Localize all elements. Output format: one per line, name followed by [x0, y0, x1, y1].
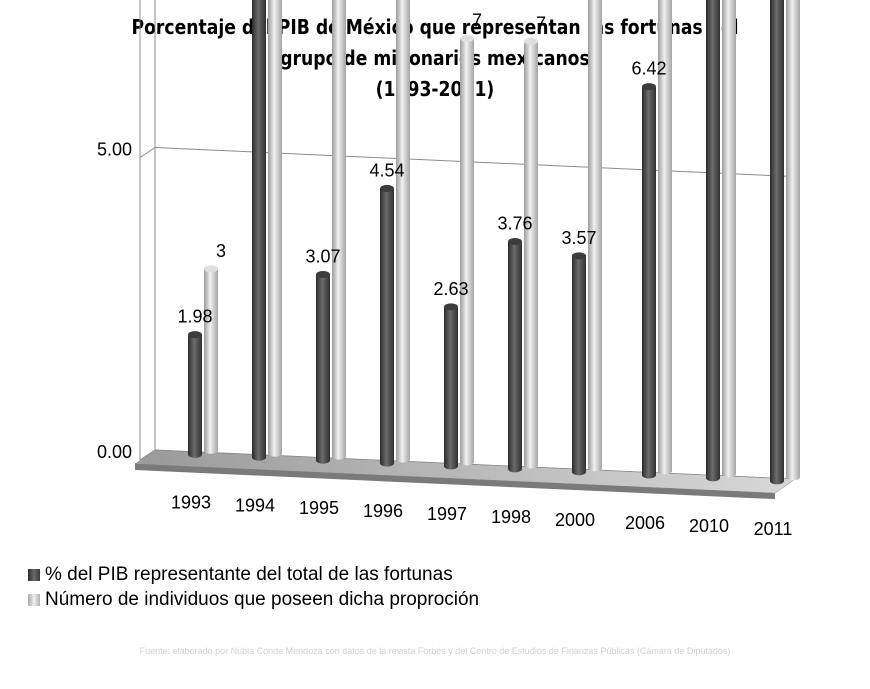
- data-label-pib: 2.63: [433, 279, 468, 299]
- bar-individuos: [268, 0, 282, 457]
- x-tick-label: 1993: [171, 492, 211, 512]
- data-label-pib: 6.42: [631, 59, 666, 79]
- bar-individuos: [658, 0, 672, 475]
- legend: % del PIB representante del total de las…: [28, 562, 479, 612]
- data-label-individuos: 7: [536, 13, 546, 33]
- x-tick-label: 2011: [754, 519, 793, 539]
- bar-individuos: [722, 0, 736, 478]
- bar-individuos: [588, 0, 602, 472]
- data-label-pib: 3.07: [305, 246, 340, 266]
- x-tick-label: 1997: [427, 504, 467, 524]
- data-label-individuos: 3: [216, 241, 226, 261]
- y-tick-label: 0.00: [97, 442, 132, 462]
- x-tick-label: 1998: [491, 507, 531, 527]
- legend-swatch-dark: [28, 568, 40, 581]
- x-tick-label: 1994: [235, 495, 275, 515]
- data-label-individuos: 7: [472, 11, 482, 31]
- chart-floor-edge: [135, 464, 775, 500]
- bar-pib: [316, 270, 330, 464]
- bar-pib: [508, 237, 522, 473]
- data-label-pib: 3.57: [561, 228, 596, 248]
- legend-swatch-light: [28, 593, 40, 606]
- title-line-1: Porcentaje del PIB de México que represe…: [131, 15, 739, 39]
- gridline: [154, 147, 796, 178]
- bar-pib: [188, 331, 202, 458]
- data-label-pib: 1.98: [177, 307, 212, 327]
- x-tick-label: 2006: [625, 513, 665, 533]
- bar-individuos: [524, 37, 538, 469]
- data-label-pib: 4.54: [369, 160, 404, 180]
- legend-label-pib: % del PIB representante del total de las…: [45, 564, 453, 585]
- chart-title: Porcentaje del PIB de México que represe…: [61, 12, 809, 105]
- x-tick-label: 2000: [555, 510, 595, 530]
- data-label-pib: 3.76: [497, 213, 532, 233]
- bar-individuos: [396, 0, 410, 463]
- title-line-2: grupo de millonarios mexicanos: [280, 46, 590, 70]
- bar-pib: [706, 0, 720, 482]
- title-line-3: (1993-2011): [375, 77, 495, 101]
- bar-pib: [252, 0, 266, 461]
- y-tick-label: 5.00: [97, 140, 132, 160]
- x-tick-label: 2010: [689, 516, 729, 536]
- bar-pib: [572, 252, 586, 476]
- bar-individuos: [332, 0, 346, 460]
- bar-pib: [444, 303, 458, 470]
- x-tick-label: 1996: [363, 501, 403, 521]
- legend-label-individuos: Número de individuos que poseen dicha pr…: [45, 589, 480, 610]
- bar-individuos: [786, 0, 800, 481]
- legend-item-individuos: Número de individuos que poseen dicha pr…: [28, 587, 479, 612]
- side-wall-line: [139, 147, 156, 158]
- legend-item-pib: % del PIB representante del total de las…: [28, 562, 479, 587]
- bar-pib: [642, 83, 656, 479]
- bar-individuos: [460, 35, 474, 466]
- bar-chart: 0.005.0010.0015.0020.0025.001.98319937.7…: [97, 0, 800, 539]
- bar-pib: [380, 184, 394, 467]
- x-tick-label: 1995: [299, 498, 339, 518]
- bar-individuos: [204, 265, 218, 454]
- bar-pib: [770, 0, 784, 485]
- source-note: Fuente: elaborado por Nubia Conde Mendoz…: [139, 646, 731, 656]
